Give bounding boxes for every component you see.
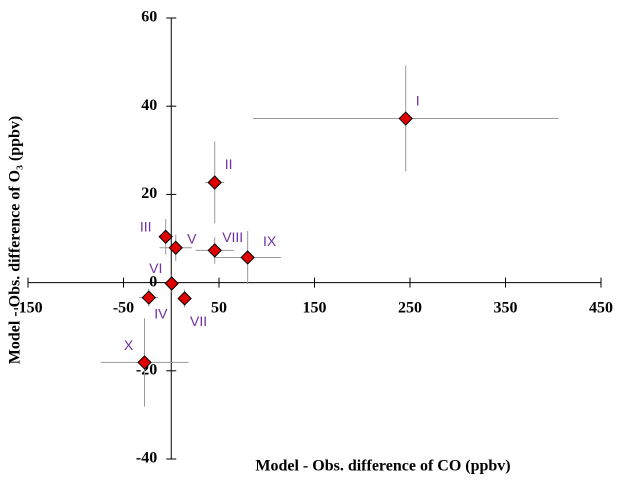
point — [207, 175, 222, 190]
x-tick-label: 450 — [589, 299, 613, 316]
y-tick-label: -40 — [136, 450, 157, 467]
point-label: I — [416, 92, 420, 108]
point — [177, 291, 192, 306]
x-tick-label: 350 — [494, 299, 518, 316]
point-label: IV — [154, 305, 168, 321]
point — [158, 229, 173, 244]
x-axis-title: Model - Obs. difference of CO (ppbv) — [255, 458, 510, 475]
y-tick-label: 40 — [141, 97, 157, 114]
point-label: V — [187, 230, 197, 246]
point-label: X — [124, 337, 134, 353]
point — [168, 240, 183, 255]
x-tick-label: -150 — [13, 299, 42, 316]
point-label: II — [225, 156, 233, 172]
point — [164, 276, 179, 291]
x-tick-label: 150 — [303, 299, 327, 316]
point-label: VII — [190, 313, 207, 329]
x-tick-label: 50 — [211, 299, 227, 316]
point-label: IX — [263, 233, 277, 249]
point — [141, 290, 157, 305]
point — [240, 250, 255, 265]
x-tick-label: -50 — [113, 299, 134, 316]
point — [207, 243, 222, 258]
y-axis-title: Model - Obs. difference of O₃ (ppbv) — [7, 116, 24, 364]
x-tick-label: 250 — [398, 299, 422, 316]
point-label: VI — [149, 260, 162, 276]
y-tick-label: 20 — [141, 185, 157, 202]
y-tick-label: 0 — [149, 273, 157, 290]
point — [137, 355, 152, 370]
y-tick-label: 60 — [141, 9, 157, 26]
point-label: III — [140, 218, 152, 234]
point — [398, 111, 413, 126]
point-label: VIII — [222, 229, 243, 245]
